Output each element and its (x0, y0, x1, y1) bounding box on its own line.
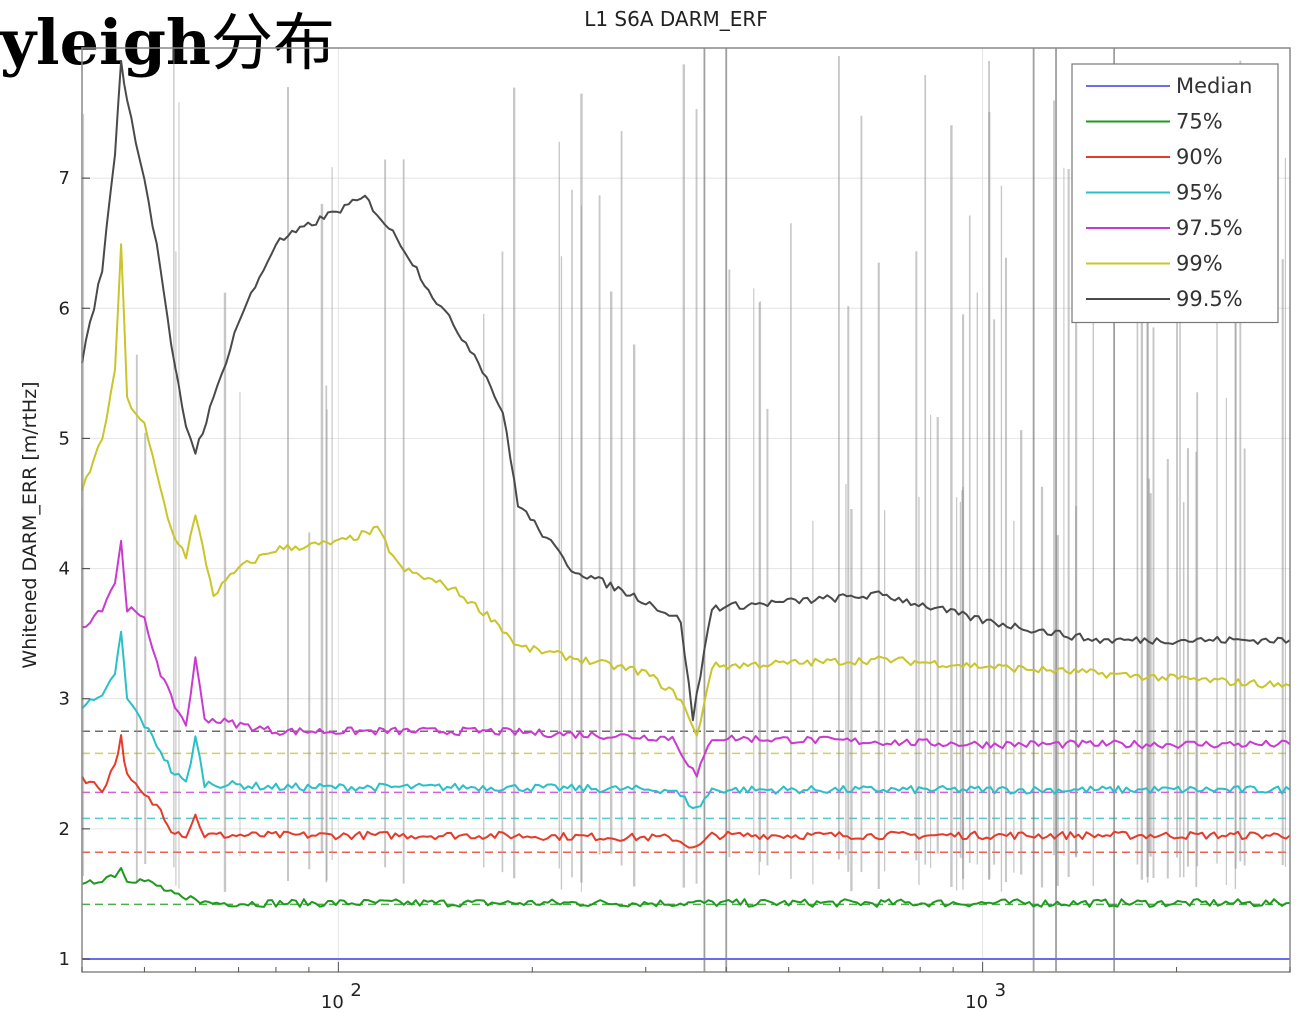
legend-label: Median (1176, 74, 1252, 98)
x-tick-label: 10 2 (321, 980, 362, 1013)
legend-label: 97.5% (1176, 216, 1243, 240)
series-line-75 (82, 868, 1290, 907)
y-axis-label: Whitened DARM_ERR [m/rtHz] (19, 381, 41, 668)
x-tick-exponent: 3 (995, 980, 1006, 1001)
chart-title: L1 S6A DARM_ERF (584, 7, 768, 31)
legend-label: 99.5% (1176, 287, 1243, 311)
y-tick-label: 4 (59, 559, 70, 580)
y-tick-label: 5 (59, 428, 70, 449)
y-tick-label: 7 (59, 168, 70, 189)
legend-label: 90% (1176, 145, 1223, 169)
x-tick-base: 10 (321, 992, 344, 1013)
y-tick-label: 3 (59, 689, 70, 710)
y-tick-label: 6 (59, 298, 70, 319)
series-line-90 (82, 735, 1290, 848)
x-tick-label: 10 3 (965, 980, 1006, 1013)
y-tick-label: 1 (59, 949, 70, 970)
legend-label: 95% (1176, 181, 1223, 205)
reference-lines (82, 731, 1290, 904)
x-ticks: 10 2 10 3 (82, 962, 1290, 1013)
x-tick-base: 10 (965, 992, 988, 1013)
x-tick-exponent: 2 (350, 980, 361, 1001)
legend-label: 99% (1176, 252, 1223, 276)
y-ticks: 1 2 3 4 5 6 7 (59, 168, 90, 970)
legend-label: 75% (1176, 110, 1223, 134)
legend: Median 75% 90% 95% 97.5% 99% 99.5% (1072, 64, 1278, 323)
y-tick-label: 2 (59, 819, 70, 840)
